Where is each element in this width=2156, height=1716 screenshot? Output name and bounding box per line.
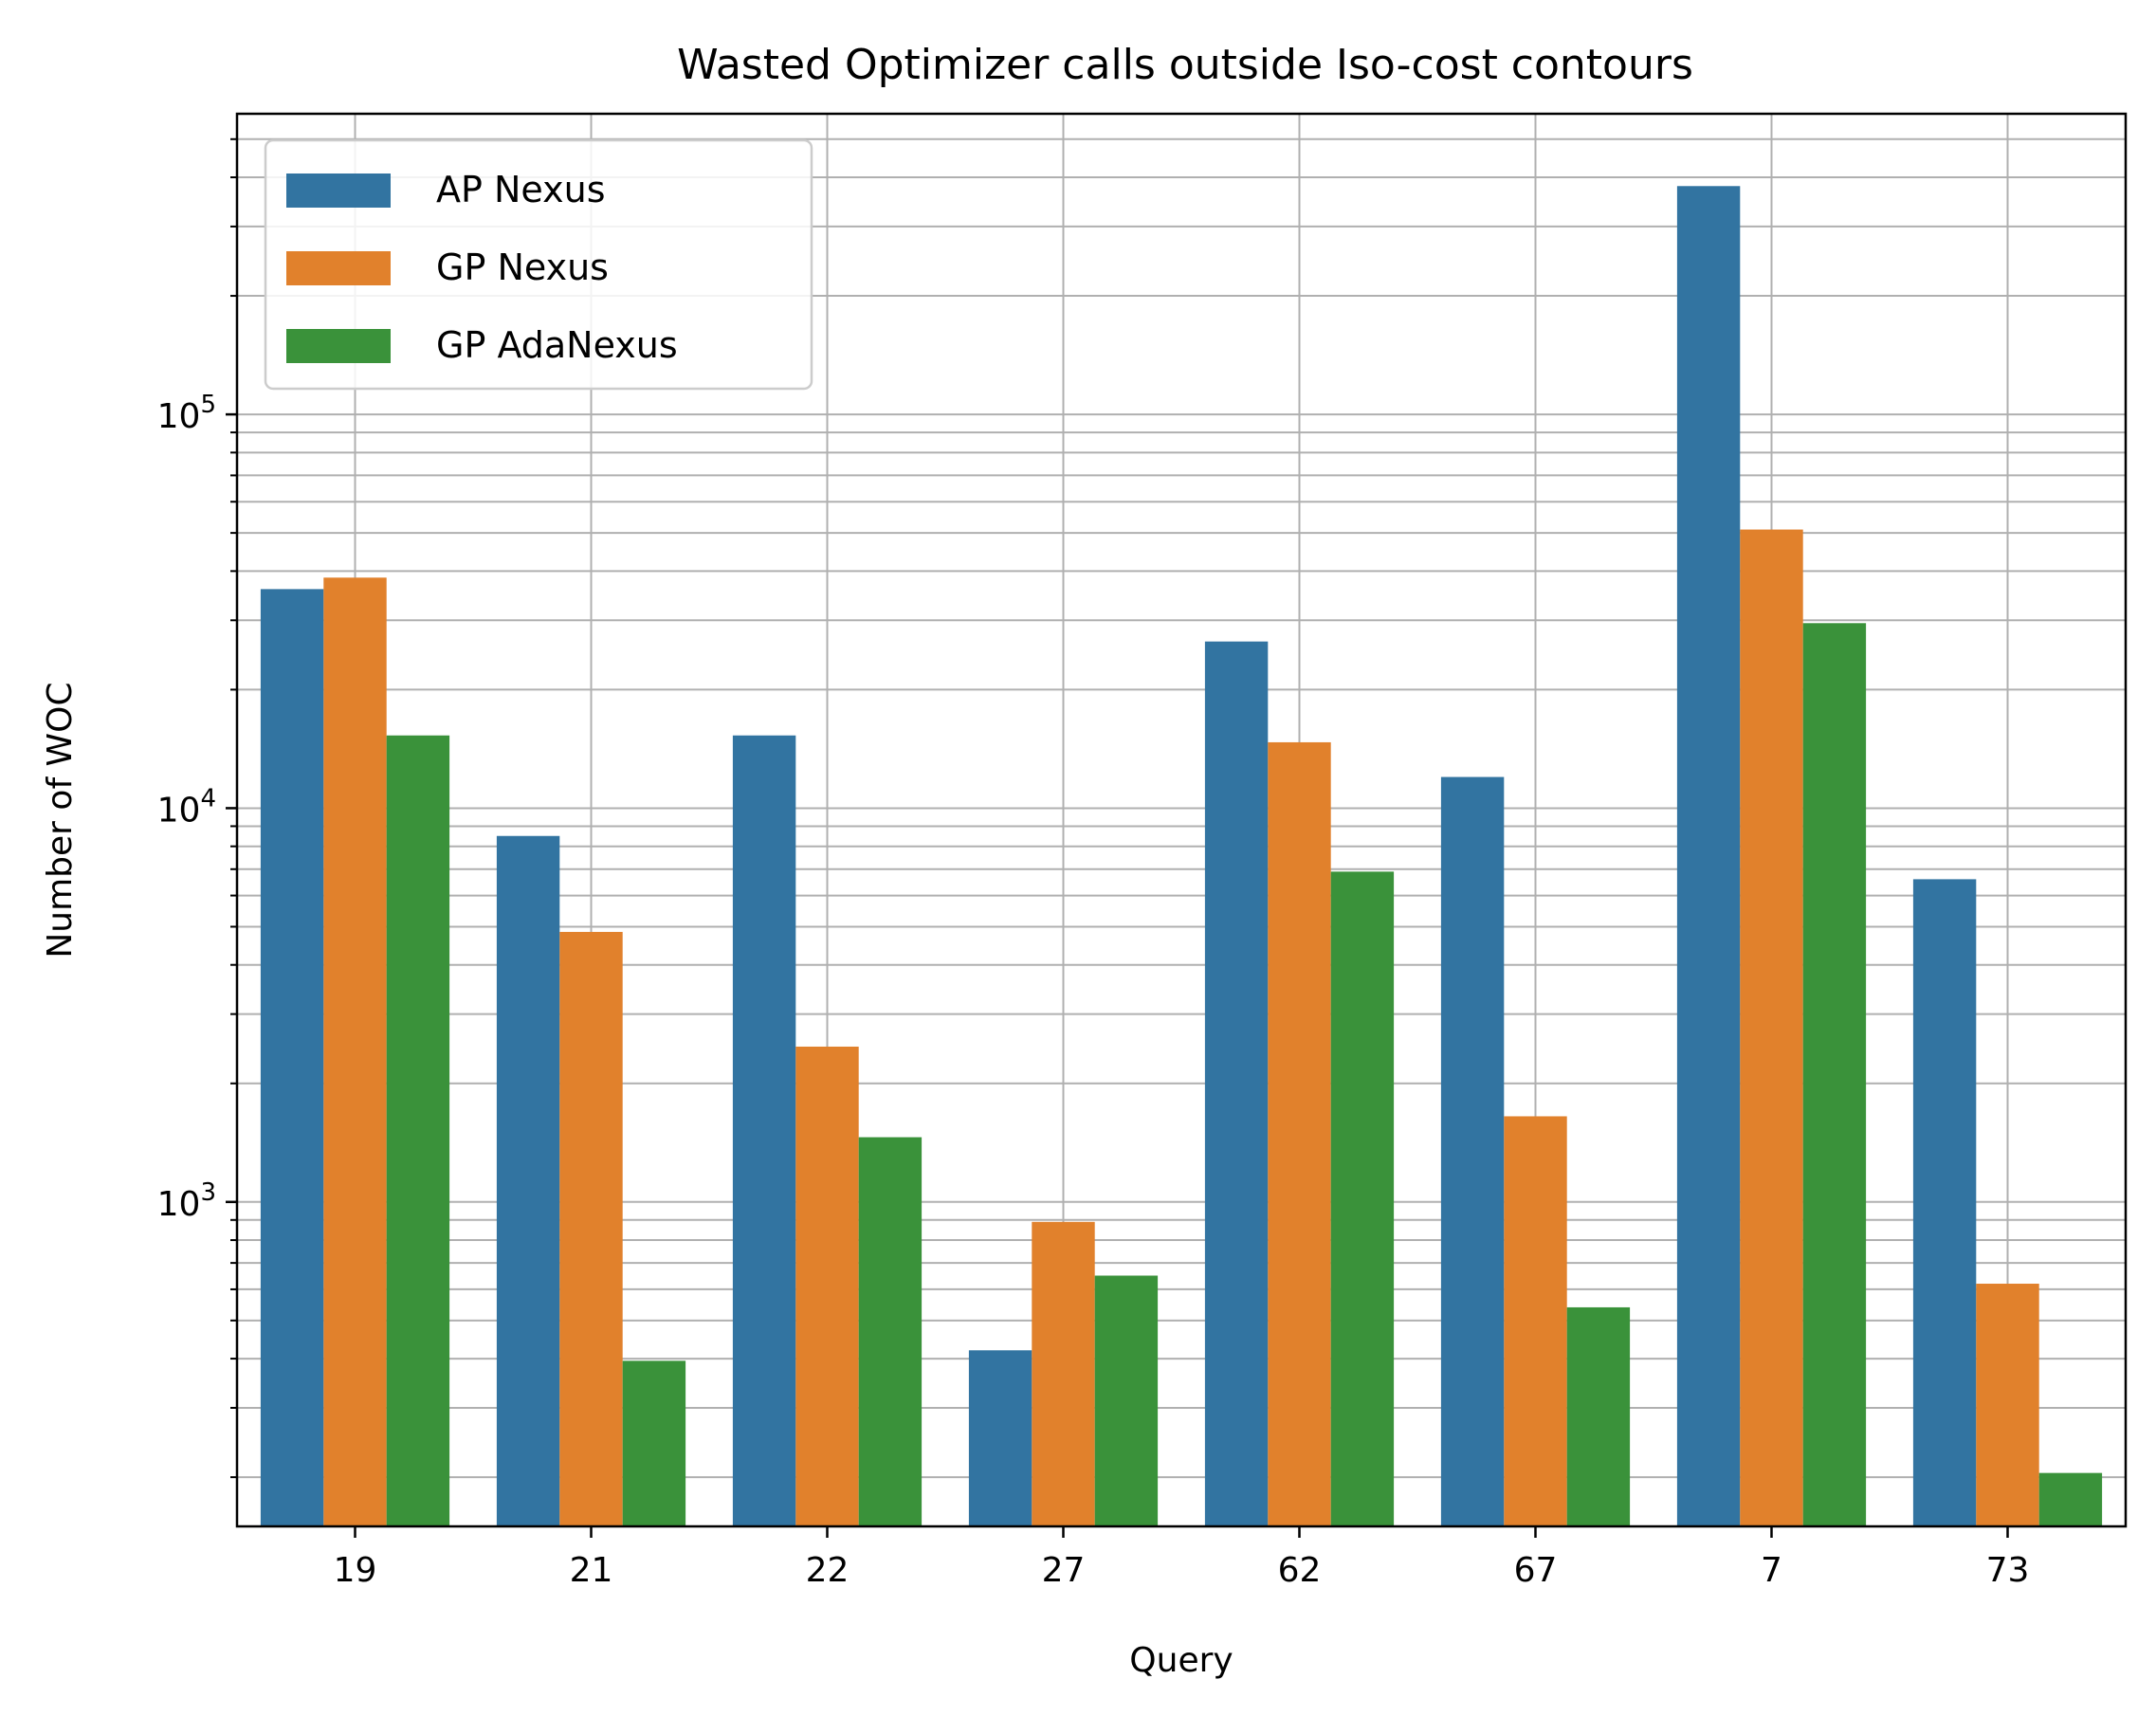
y-tick-label: 105 [157,391,216,436]
legend-label: GP AdaNexus [436,324,678,366]
bar [1094,1275,1159,1526]
bar [2038,1472,2103,1526]
bar [732,735,796,1526]
bar [1440,776,1505,1526]
legend-box [264,138,813,391]
bar [386,735,450,1526]
bar [795,1046,859,1526]
x-tick-label: 7 [1761,1551,1782,1590]
bar [559,931,623,1526]
x-tick-label: 19 [334,1551,377,1590]
y-tick-label: 103 [157,1178,216,1224]
bar [496,835,560,1526]
plot-frame [235,112,2128,1528]
y-axis-label: Number of WOC [41,682,80,958]
x-tick-label: 62 [1278,1551,1322,1590]
bar [1032,1221,1095,1526]
bar [968,1350,1032,1526]
bar [1204,641,1269,1526]
bar [1976,1284,2039,1526]
bar [1912,879,1977,1526]
legend-label: AP Nexus [436,169,606,210]
x-tick-label: 21 [570,1551,613,1590]
legend: AP Nexus GP Nexus GP AdaNexus [264,138,813,391]
x-tick-label: 67 [1514,1551,1558,1590]
bar [1676,186,1741,1526]
bar [1504,1116,1567,1526]
bar [1802,623,1867,1526]
y-tick-label: 104 [157,784,216,830]
axis-ticks: 19 21 22 27 62 67 7 73 103 104 105 [157,137,2030,1590]
legend-swatch [286,251,391,285]
chart-title: Wasted Optimizer calls outside Iso-cost … [677,41,1693,89]
legend-swatch [286,173,391,208]
bar [260,589,324,1526]
bar [1740,529,1803,1526]
bar [1330,871,1395,1526]
legend-label: GP Nexus [436,246,609,288]
x-axis-label: Query [1129,1641,1233,1680]
bar [1268,741,1331,1526]
x-tick-label: 22 [806,1551,850,1590]
x-tick-label: 73 [1986,1551,2030,1590]
bar [858,1137,923,1526]
bar [1566,1306,1631,1526]
legend-swatch [286,329,391,363]
bars [260,186,2103,1526]
bar [622,1360,686,1526]
bar [323,577,387,1526]
x-tick-label: 27 [1042,1551,1086,1590]
